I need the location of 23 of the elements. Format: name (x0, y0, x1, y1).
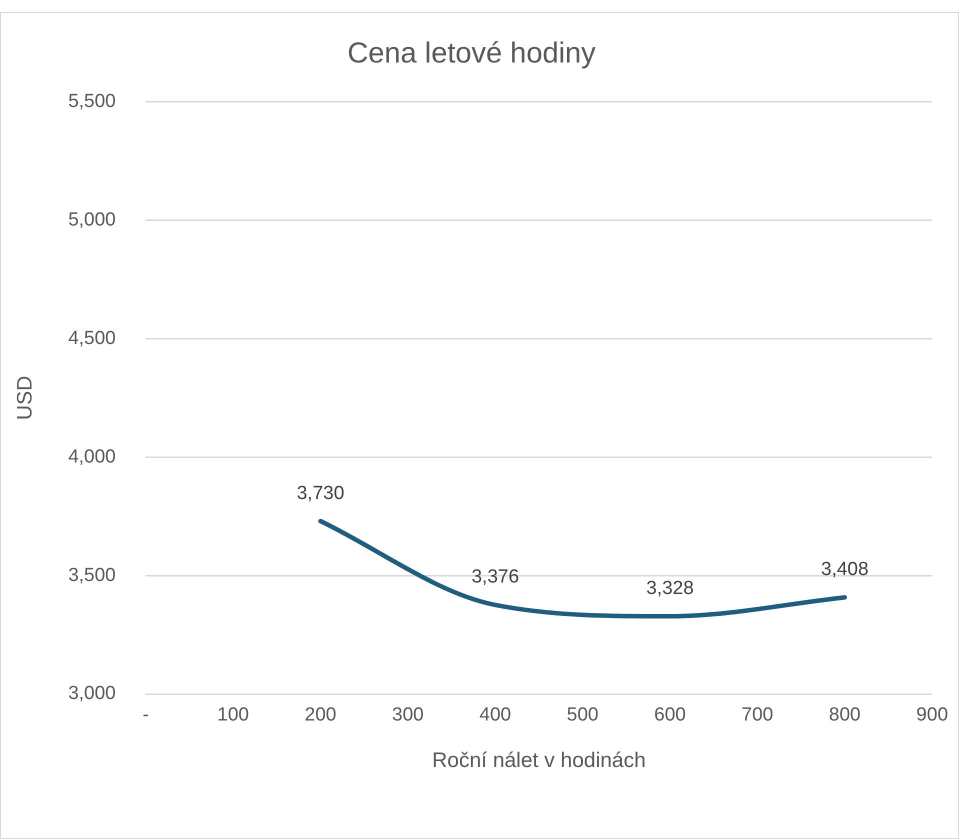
y-tick-label: 5,000 (68, 209, 116, 230)
y-tick-label: 3,000 (68, 683, 116, 704)
y-tick-label: 4,500 (68, 328, 116, 349)
y-tick-label: 5,500 (68, 91, 116, 112)
x-tick-label: 300 (392, 704, 424, 726)
x-axis-title: Roční nálet v hodinách (432, 749, 646, 772)
x-tick-label: 500 (566, 704, 598, 726)
y-tick-label: 4,000 (68, 446, 116, 468)
data-label: 3,730 (296, 482, 344, 504)
x-tick-label: 900 (916, 704, 948, 726)
y-tick-label: 3,500 (68, 564, 116, 586)
data-label: 3,408 (821, 559, 869, 580)
x-tick-label: 700 (742, 704, 774, 726)
chart-title: Cena letové hodiny (347, 37, 596, 70)
y-axis-title: USD (13, 376, 36, 420)
x-tick-label: 800 (828, 704, 861, 726)
x-tick-label: - (142, 704, 149, 726)
x-tick-label: 100 (217, 704, 249, 726)
data-label: 3,328 (646, 578, 694, 600)
x-tick-label: 400 (479, 704, 512, 726)
x-tick-label: 200 (304, 704, 336, 726)
data-label: 3,376 (471, 566, 520, 588)
x-tick-label: 600 (654, 704, 686, 726)
